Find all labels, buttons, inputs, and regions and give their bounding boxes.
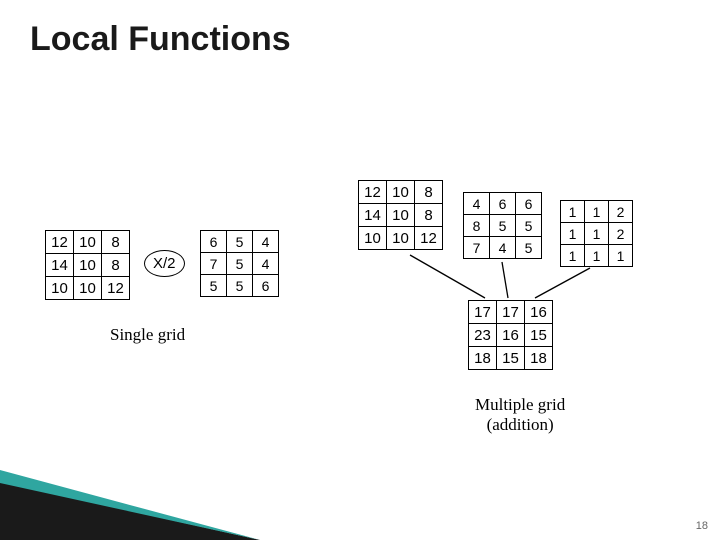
multi-grid-1: 12108 14108 101012 (358, 180, 443, 250)
slide-title: Local Functions (30, 20, 291, 59)
single-right-grid: 654 754 556 (200, 230, 279, 297)
multi-result-grid: 171716 231615 181518 (468, 300, 553, 370)
multi-grid-3: 112 112 111 (560, 200, 633, 267)
multiple-caption: Multiple grid (addition) (475, 395, 565, 436)
page-number: 18 (696, 520, 708, 532)
operator-oval: X/2 (144, 250, 185, 277)
single-caption: Single grid (110, 325, 185, 345)
single-left-grid: 12108 14108 101012 (45, 230, 130, 300)
multi-grid-2: 466 855 745 (463, 192, 542, 259)
decorative-wedge-icon (0, 430, 260, 540)
multiple-caption-line1: Multiple grid (475, 395, 565, 414)
multiple-caption-line2: (addition) (487, 415, 554, 434)
